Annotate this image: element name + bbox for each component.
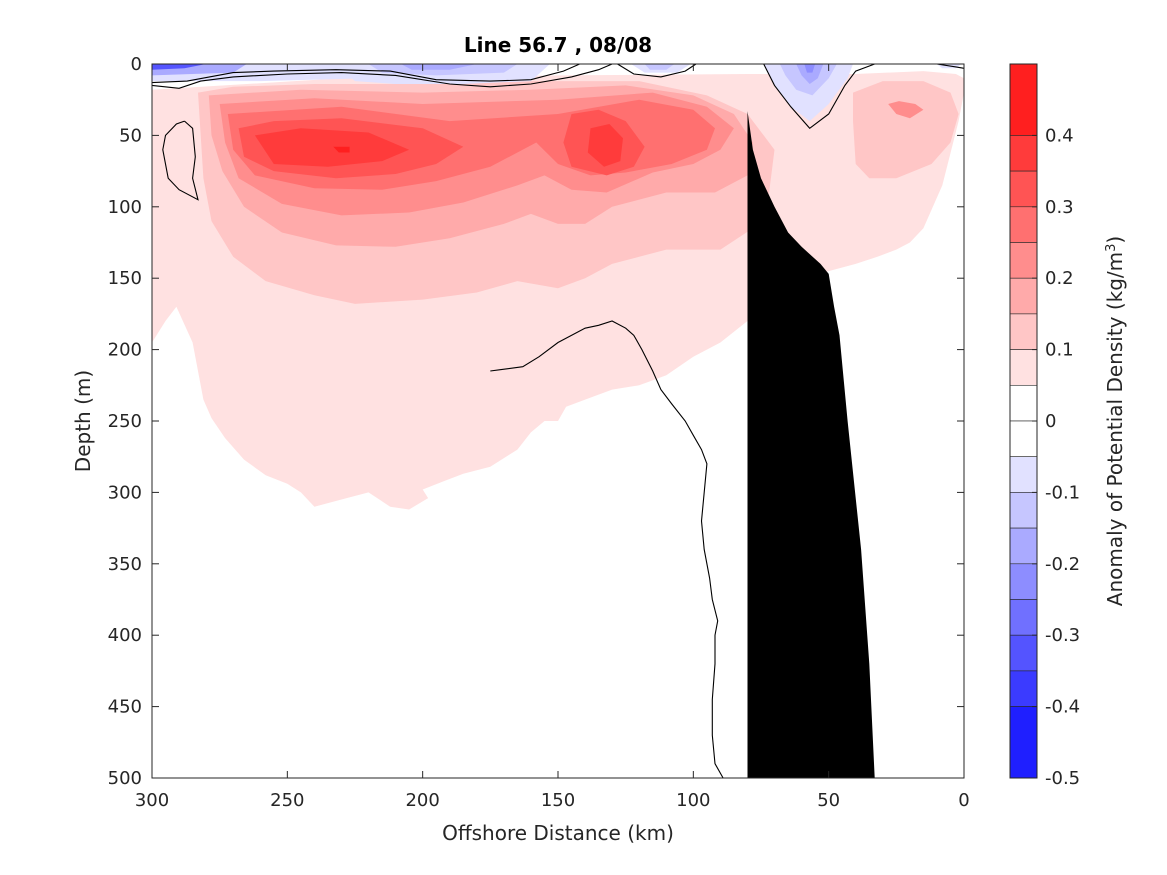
zero-contour-east-surface xyxy=(763,63,875,130)
colorbar-level xyxy=(1009,170,1038,208)
colorbar-level xyxy=(1009,135,1038,172)
chart-title: Line 56.7 , 08/08 xyxy=(464,33,652,57)
x-axis-title: Offshore Distance (km) xyxy=(442,821,674,845)
y-tick-label: 250 xyxy=(108,411,142,432)
x-tick-label: 300 xyxy=(135,790,169,811)
zero-contour-deep xyxy=(490,320,724,779)
colorbar-tick-label: -0.3 xyxy=(1045,625,1080,646)
colorbar-level xyxy=(1009,706,1038,779)
contour-region-neg-east-4 xyxy=(804,64,816,73)
colorbar-level xyxy=(1009,492,1038,529)
y-tick-label: 300 xyxy=(108,482,142,503)
x-tick-label: 250 xyxy=(270,790,304,811)
colorbar-level xyxy=(1009,670,1038,707)
y-axis-title: Depth (m) xyxy=(71,370,95,472)
colorbar-tick-label: 0.1 xyxy=(1045,340,1074,361)
colorbar-level xyxy=(1009,563,1038,600)
density-anomaly-contours xyxy=(152,64,964,510)
y-tick-label: 350 xyxy=(108,554,142,575)
colorbar-level xyxy=(1009,420,1038,458)
zero-contour-east-surface-2 xyxy=(936,63,965,69)
colorbar-level xyxy=(1009,313,1038,350)
colorbar-tick-label: 0 xyxy=(1045,411,1056,432)
colorbar-level xyxy=(1009,277,1038,315)
y-tick-label: 150 xyxy=(108,268,142,289)
seafloor-polygon xyxy=(747,111,875,779)
seafloor-mask xyxy=(747,111,875,779)
colorbar-tick-label: -0.5 xyxy=(1045,768,1080,789)
y-tick-label: 400 xyxy=(108,625,142,646)
zero-contour-west-loop xyxy=(162,120,199,201)
x-tick-label: 150 xyxy=(541,790,575,811)
zero-contour-west-surface-2 xyxy=(151,63,580,84)
contour-region-anomaly-0.35 xyxy=(254,128,410,167)
y-tick-label: 450 xyxy=(108,697,142,718)
y-tick-label: 0 xyxy=(131,54,142,75)
y-tick-label: 50 xyxy=(119,125,142,146)
colorbar-level xyxy=(1009,456,1038,493)
colorbar-level xyxy=(1009,634,1038,672)
colorbar-title: Anomaly of Potential Density (kg/m3) xyxy=(1103,236,1127,606)
x-tick-label: 50 xyxy=(817,790,840,811)
plot-area xyxy=(151,63,965,779)
y-tick-label: 500 xyxy=(108,768,142,789)
colorbar-level xyxy=(1009,242,1038,279)
x-tick-label: 200 xyxy=(405,790,439,811)
colorbar-level xyxy=(1009,527,1038,565)
colorbar-tick-label: -0.1 xyxy=(1045,482,1080,503)
colorbar-level xyxy=(1009,349,1038,386)
colorbar: 0.4 0.3 0.2 0.1 0 -0.1 -0.2 -0.3 -0.4 -0.5 Anomal… xyxy=(1009,63,1127,789)
y-tick-label: 200 xyxy=(108,340,142,361)
contour-region-neg-west-3 xyxy=(152,64,207,70)
contour-region-anomaly-0.35-mid xyxy=(587,124,623,167)
colorbar-level xyxy=(1009,63,1038,136)
contour-region-anomaly-0.1-east xyxy=(853,81,959,179)
colorbar-tick-label: 0.4 xyxy=(1045,125,1074,146)
zero-contour-west-surface xyxy=(151,63,613,89)
zero-contour-lines xyxy=(151,63,965,779)
colorbar-level xyxy=(1009,384,1038,422)
zero-contour-northeast xyxy=(617,63,697,78)
colorbar-tick-label: 0.2 xyxy=(1045,268,1074,289)
x-tick-label: 100 xyxy=(676,790,710,811)
contour-region-anomaly-0.4 xyxy=(333,146,350,153)
contour-region-neg-mid-3 xyxy=(401,64,477,70)
colorbar-tick-label: -0.2 xyxy=(1045,554,1080,575)
colorbar-level xyxy=(1009,206,1038,243)
x-tick-label: 0 xyxy=(958,790,969,811)
x-axis: 300 250 200 150 100 50 0 xyxy=(135,64,970,811)
contour-region-anomaly-0.2-east xyxy=(888,101,924,119)
colorbar-tick-label: -0.4 xyxy=(1045,697,1080,718)
colorbar-ticks: 0.4 0.3 0.2 0.1 0 -0.1 -0.2 -0.3 -0.4 -0.5 xyxy=(1032,125,1080,789)
colorbar-level xyxy=(1009,599,1038,636)
colorbar-tick-label: 0.3 xyxy=(1045,197,1074,218)
y-tick-label: 100 xyxy=(108,197,142,218)
contour-region-neg-east-3 xyxy=(796,64,824,84)
contour-region-neg-ne-2 xyxy=(644,64,675,70)
colorbar-levels xyxy=(1009,63,1038,779)
y-axis: 0 50 100 150 200 250 300 350 400 450 500 xyxy=(108,54,964,789)
